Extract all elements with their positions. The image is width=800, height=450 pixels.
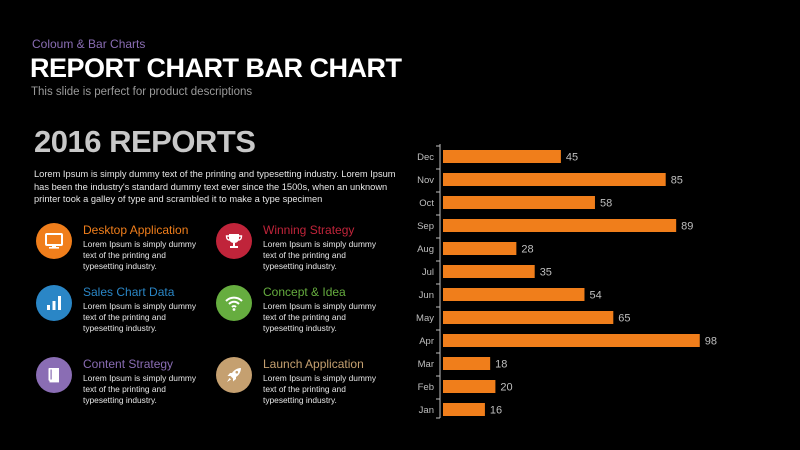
y-tick-label: Dec bbox=[417, 152, 434, 163]
book-icon bbox=[48, 368, 59, 383]
section-title: 2016 REPORTS bbox=[34, 124, 256, 159]
bar bbox=[443, 265, 535, 278]
feature-title: Concept & Idea bbox=[263, 285, 346, 299]
trophy-icon bbox=[225, 234, 243, 248]
feature-icon-badge bbox=[36, 285, 72, 321]
feature-title: Sales Chart Data bbox=[83, 285, 175, 299]
feature-title: Content Strategy bbox=[83, 357, 174, 371]
feature-description: Lorem Ipsum is simply dummy text of the … bbox=[263, 239, 377, 272]
y-tick-label: Apr bbox=[419, 336, 434, 347]
feature-description: Lorem Ipsum is simply dummy text of the … bbox=[83, 239, 197, 272]
bar bbox=[443, 334, 700, 347]
data-label: 65 bbox=[618, 313, 630, 325]
y-tick-label: Nov bbox=[417, 175, 434, 186]
data-label: 58 bbox=[600, 198, 612, 210]
feature-description: Lorem Ipsum is simply dummy text of the … bbox=[263, 301, 377, 334]
y-tick-label: Feb bbox=[418, 382, 434, 393]
rocket-icon bbox=[227, 368, 241, 382]
bar bbox=[443, 219, 677, 232]
feature-title: Launch Application bbox=[263, 357, 364, 371]
wifi-icon bbox=[225, 296, 243, 311]
feature-concept-idea: Concept & Idea Lorem Ipsum is simply dum… bbox=[216, 285, 386, 343]
data-label: 35 bbox=[540, 267, 552, 279]
data-label: 45 bbox=[566, 152, 578, 164]
bar bbox=[443, 196, 595, 209]
data-label: 98 bbox=[705, 336, 717, 348]
y-tick-label: Oct bbox=[419, 198, 434, 209]
feature-content-strategy: Content Strategy Lorem Ipsum is simply d… bbox=[36, 357, 206, 415]
bar bbox=[443, 311, 614, 324]
bar bbox=[443, 150, 561, 163]
y-tick-label: May bbox=[416, 313, 434, 324]
feature-description: Lorem Ipsum is simply dummy text of the … bbox=[263, 373, 377, 406]
feature-sales-chart-data: Sales Chart Data Lorem Ipsum is simply d… bbox=[36, 285, 206, 343]
data-label: 54 bbox=[589, 290, 601, 302]
bar bbox=[443, 288, 585, 301]
bar bbox=[443, 380, 496, 393]
bar bbox=[443, 357, 491, 370]
feature-title: Winning Strategy bbox=[263, 223, 355, 237]
feature-icon-badge bbox=[36, 223, 72, 259]
bar-chart-icon bbox=[47, 296, 61, 310]
data-label: 16 bbox=[490, 405, 502, 417]
feature-icon-badge bbox=[216, 285, 252, 321]
y-tick-label: Jul bbox=[422, 267, 434, 278]
feature-description: Lorem Ipsum is simply dummy text of the … bbox=[83, 301, 197, 334]
y-tick-label: Jan bbox=[419, 405, 434, 416]
feature-icon-badge bbox=[36, 357, 72, 393]
y-tick-label: Sep bbox=[417, 221, 434, 232]
feature-icon-badge bbox=[216, 223, 252, 259]
monitor-icon bbox=[45, 233, 63, 249]
supertitle: Coloum & Bar Charts bbox=[32, 37, 146, 51]
feature-desktop-application: Desktop Application Lorem Ipsum is simpl… bbox=[36, 223, 206, 281]
data-label: 28 bbox=[521, 244, 533, 256]
data-label: 89 bbox=[681, 221, 693, 233]
y-tick-label: Jun bbox=[419, 290, 434, 301]
bar-chart: Dec 45 Nov 85 Oct 58 Sep 89 Aug 28 Jul 35 Jun 54 May 65… bbox=[416, 144, 717, 419]
y-tick-label: Mar bbox=[418, 359, 434, 370]
page-subtitle: This slide is perfect for product descri… bbox=[31, 86, 253, 98]
feature-title: Desktop Application bbox=[83, 223, 189, 237]
feature-launch-application: Launch Application Lorem Ipsum is simply… bbox=[216, 357, 386, 415]
data-label: 18 bbox=[495, 359, 507, 371]
intro-text: Lorem Ipsum is simply dummy text of the … bbox=[34, 169, 396, 205]
page-title: REPORT CHART BAR CHART bbox=[30, 53, 402, 83]
bar bbox=[443, 242, 517, 255]
data-label: 20 bbox=[500, 382, 512, 394]
bar bbox=[443, 403, 485, 416]
y-tick-label: Aug bbox=[417, 244, 434, 255]
feature-icon-badge bbox=[216, 357, 252, 393]
data-label: 85 bbox=[671, 175, 683, 187]
bar bbox=[443, 173, 666, 186]
feature-description: Lorem Ipsum is simply dummy text of the … bbox=[83, 373, 197, 406]
feature-winning-strategy: Winning Strategy Lorem Ipsum is simply d… bbox=[216, 223, 386, 281]
